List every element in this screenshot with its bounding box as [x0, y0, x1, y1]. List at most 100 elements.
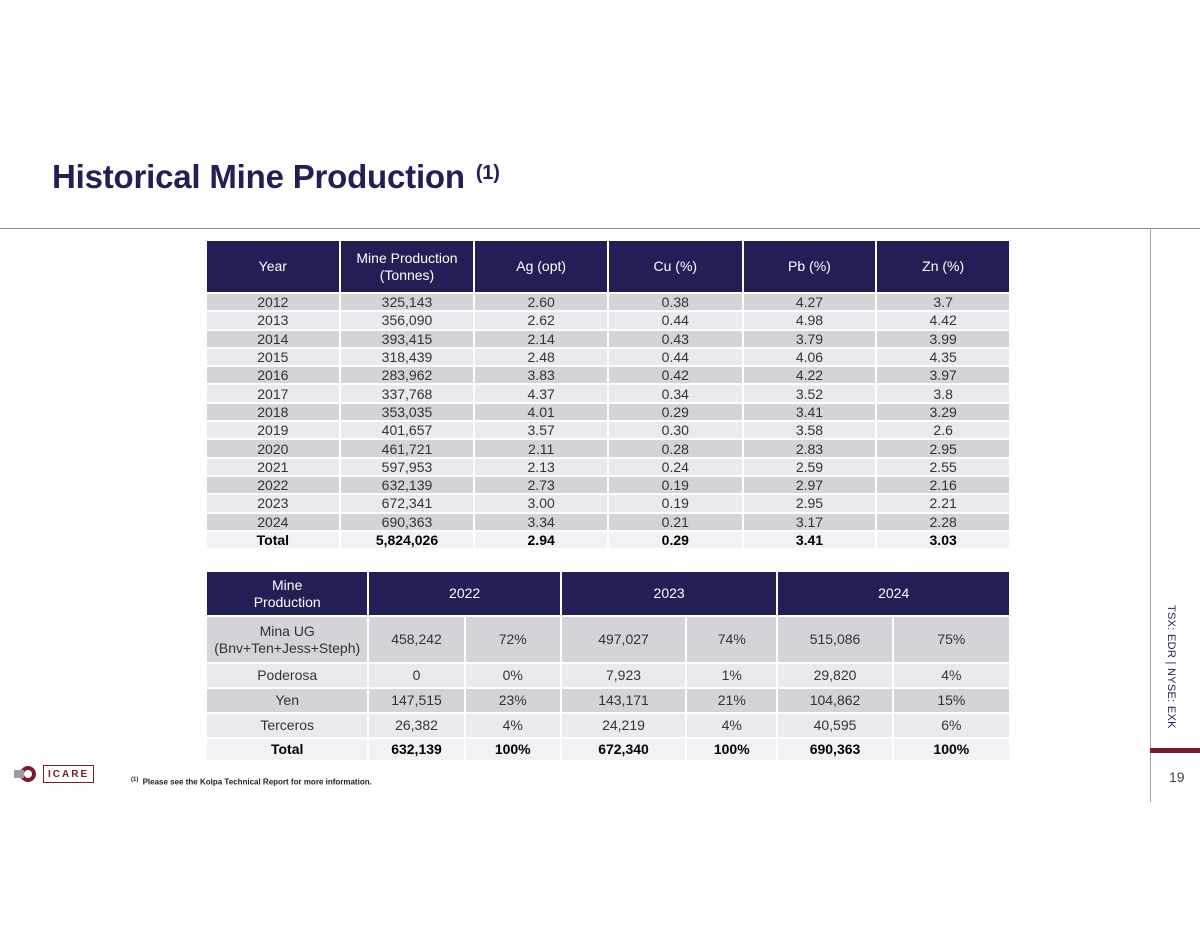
table-cell: 4%	[465, 714, 560, 737]
table-cell: 15%	[893, 689, 1009, 712]
logo-wordmark: ICARE	[43, 765, 95, 783]
table-cell: 3.83	[475, 367, 607, 384]
table-cell: 2.14	[475, 330, 607, 347]
total-cell: 5,824,026	[340, 531, 474, 549]
company-logo: ICARE	[14, 764, 95, 784]
table-cell: 0.30	[608, 422, 742, 439]
table-cell: 325,143	[340, 294, 474, 311]
table-cell: 2.28	[877, 513, 1009, 530]
table-cell: 401,657	[340, 422, 474, 439]
table-row: 2019 401,657 3.57 0.30 3.58 2.6	[207, 422, 1009, 439]
table-cell: 3.52	[743, 385, 876, 402]
source-name-cell: Terceros	[207, 714, 368, 737]
table-cell: 2014	[207, 330, 339, 347]
table-cell: 0.21	[608, 513, 742, 530]
header-pb: Pb (%)	[743, 241, 876, 292]
table-cell: 4.06	[743, 348, 876, 366]
table-cell: 4.01	[475, 403, 607, 421]
table-cell: 6%	[893, 714, 1009, 737]
header-mine-production: Mine Production (Tonnes)	[340, 241, 474, 292]
table-cell: 21%	[687, 689, 777, 712]
table-cell: 0.38	[608, 294, 742, 311]
production-table: Year Mine Production (Tonnes) Ag (opt) C…	[205, 239, 1011, 550]
table-cell: 461,721	[340, 440, 474, 457]
total-cell: Total	[207, 739, 368, 760]
header-mine-production: Mine Production	[207, 572, 368, 615]
table-cell: 0	[369, 664, 464, 687]
table-cell: 0.43	[608, 330, 742, 347]
table-cell: 0.19	[608, 495, 742, 512]
header-2022: 2022	[369, 572, 560, 615]
footnote-marker: (1)	[131, 777, 139, 783]
table-cell: 0.19	[608, 476, 742, 494]
table-cell: 2013	[207, 312, 339, 329]
table-cell: 2018	[207, 403, 339, 421]
table-row: 2017 337,768 4.37 0.34 3.52 3.8	[207, 385, 1009, 402]
source-header-row: Mine Production 2022 2023 2024	[207, 572, 1009, 615]
total-cell: 0.29	[608, 531, 742, 549]
table-row: 2012 325,143 2.60 0.38 4.27 3.7	[207, 294, 1009, 311]
table-cell: 2.73	[475, 476, 607, 494]
table-cell: 3.34	[475, 513, 607, 530]
source-name-cell: Mina UG (Bnv+Ten+Jess+Steph)	[207, 617, 368, 662]
table-cell: 0.29	[608, 403, 742, 421]
table-row: 2020 461,721 2.11 0.28 2.83 2.95	[207, 440, 1009, 457]
header-zn: Zn (%)	[877, 241, 1009, 292]
table-cell: 0.42	[608, 367, 742, 384]
table-cell: 2022	[207, 476, 339, 494]
table-cell: 3.99	[877, 330, 1009, 347]
table-row: Poderosa 0 0% 7,923 1% 29,820 4%	[207, 664, 1009, 687]
total-cell: 672,340	[561, 739, 686, 760]
table-cell: 3.00	[475, 495, 607, 512]
table-cell: 393,415	[340, 330, 474, 347]
table-cell: 597,953	[340, 458, 474, 475]
table-cell: 23%	[465, 689, 560, 712]
table-cell: 2012	[207, 294, 339, 311]
table-cell: 2.95	[877, 440, 1009, 457]
table-cell: 2.62	[475, 312, 607, 329]
table-cell: 672,341	[340, 495, 474, 512]
table-cell: 4.42	[877, 312, 1009, 329]
page-title: Historical Mine Production (1)	[52, 158, 500, 196]
header-year: Year	[207, 241, 339, 292]
total-row: Total 5,824,026 2.94 0.29 3.41 3.03	[207, 531, 1009, 549]
table-cell: 0.44	[608, 348, 742, 366]
table-cell: 147,515	[369, 689, 464, 712]
table-cell: 3.97	[877, 367, 1009, 384]
side-accent-bar	[1150, 748, 1200, 753]
table-cell: 4.35	[877, 348, 1009, 366]
table-cell: 4.98	[743, 312, 876, 329]
side-divider	[1150, 228, 1151, 802]
table-cell: 283,962	[340, 367, 474, 384]
table-row: 2018 353,035 4.01 0.29 3.41 3.29	[207, 403, 1009, 421]
table-row: 2022 632,139 2.73 0.19 2.97 2.16	[207, 476, 1009, 494]
header-mine-production-text: Mine Production	[253, 576, 321, 610]
footnote-text: Please see the Kolpa Technical Report fo…	[142, 777, 372, 787]
table-cell: 353,035	[340, 403, 474, 421]
table-cell: 0%	[465, 664, 560, 687]
table-cell: 0.24	[608, 458, 742, 475]
logo-mark-icon	[14, 764, 40, 784]
table-cell: 0.44	[608, 312, 742, 329]
table-cell: 2.11	[475, 440, 607, 457]
table-cell: 1%	[687, 664, 777, 687]
table-cell: 632,139	[340, 476, 474, 494]
table-cell: 2020	[207, 440, 339, 457]
table-row: 2023 672,341 3.00 0.19 2.95 2.21	[207, 495, 1009, 512]
header-2024: 2024	[778, 572, 1009, 615]
table-row: 2015 318,439 2.48 0.44 4.06 4.35	[207, 348, 1009, 366]
table-cell: 690,363	[340, 513, 474, 530]
table-cell: 2.83	[743, 440, 876, 457]
table-cell: 2.48	[475, 348, 607, 366]
page-title-text: Historical Mine Production	[52, 158, 465, 195]
table-cell: 2.59	[743, 458, 876, 475]
total-row: Total 632,139 100% 672,340 100% 690,363 100%	[207, 739, 1009, 760]
table-row: Mina UG (Bnv+Ten+Jess+Steph) 458,242 72% 49…	[207, 617, 1009, 662]
header-2023: 2023	[561, 572, 777, 615]
table-row: 2013 356,090 2.62 0.44 4.98 4.42	[207, 312, 1009, 329]
table-cell: 3.29	[877, 403, 1009, 421]
table-cell: 4%	[687, 714, 777, 737]
total-cell: 2.94	[475, 531, 607, 549]
table-cell: 4%	[893, 664, 1009, 687]
table-cell: 104,862	[778, 689, 892, 712]
